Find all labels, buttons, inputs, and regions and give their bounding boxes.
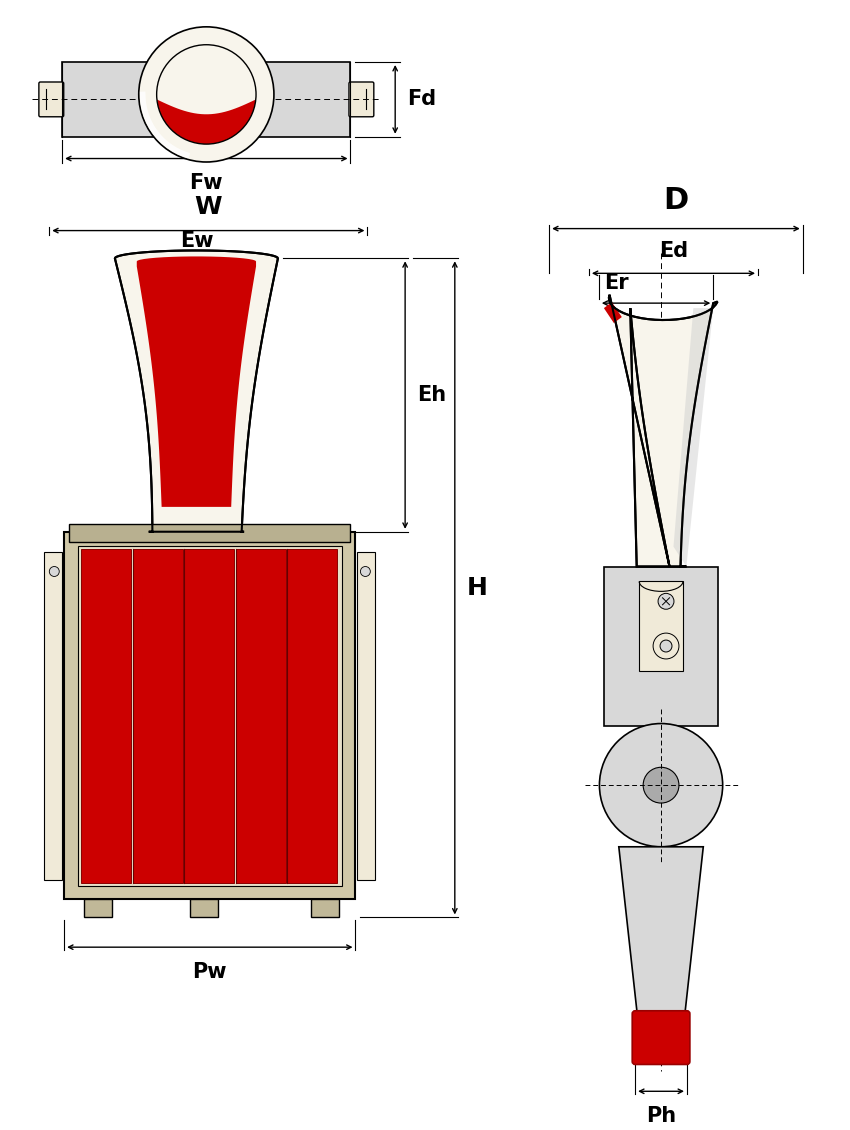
Polygon shape <box>137 257 256 507</box>
Polygon shape <box>156 95 256 145</box>
Text: Er: Er <box>604 273 628 293</box>
Bar <box>62 62 350 137</box>
Bar <box>69 524 350 541</box>
Polygon shape <box>609 295 717 566</box>
Text: Eh: Eh <box>417 385 446 405</box>
Circle shape <box>658 593 674 609</box>
Bar <box>65 532 355 899</box>
Bar <box>133 549 183 883</box>
Circle shape <box>653 633 679 659</box>
Circle shape <box>660 640 672 652</box>
Polygon shape <box>139 27 274 162</box>
Text: D: D <box>663 185 688 215</box>
Text: Ed: Ed <box>659 242 688 261</box>
Bar <box>84 899 112 918</box>
FancyBboxPatch shape <box>39 82 64 116</box>
Text: H: H <box>467 576 488 600</box>
Bar <box>604 566 718 725</box>
Bar <box>639 582 683 671</box>
Circle shape <box>49 566 60 576</box>
Polygon shape <box>619 846 703 1014</box>
Polygon shape <box>115 251 278 532</box>
Bar <box>81 549 131 883</box>
Text: Ph: Ph <box>646 1106 676 1127</box>
Text: Fd: Fd <box>407 89 436 110</box>
Polygon shape <box>604 302 622 323</box>
FancyBboxPatch shape <box>632 1010 690 1064</box>
Bar <box>357 551 376 879</box>
Circle shape <box>139 27 274 162</box>
Circle shape <box>360 566 371 576</box>
Text: Fw: Fw <box>190 173 223 193</box>
Circle shape <box>599 723 722 846</box>
Text: Pw: Pw <box>193 962 227 982</box>
Circle shape <box>643 767 679 803</box>
FancyBboxPatch shape <box>349 82 374 116</box>
Bar <box>184 549 234 883</box>
Bar <box>44 551 62 879</box>
Bar <box>78 546 342 886</box>
Polygon shape <box>673 308 713 566</box>
Bar <box>190 899 218 918</box>
Text: Ew: Ew <box>179 232 213 252</box>
Bar <box>235 549 286 883</box>
Bar <box>311 899 338 918</box>
Text: W: W <box>195 194 222 218</box>
Bar <box>287 549 337 883</box>
